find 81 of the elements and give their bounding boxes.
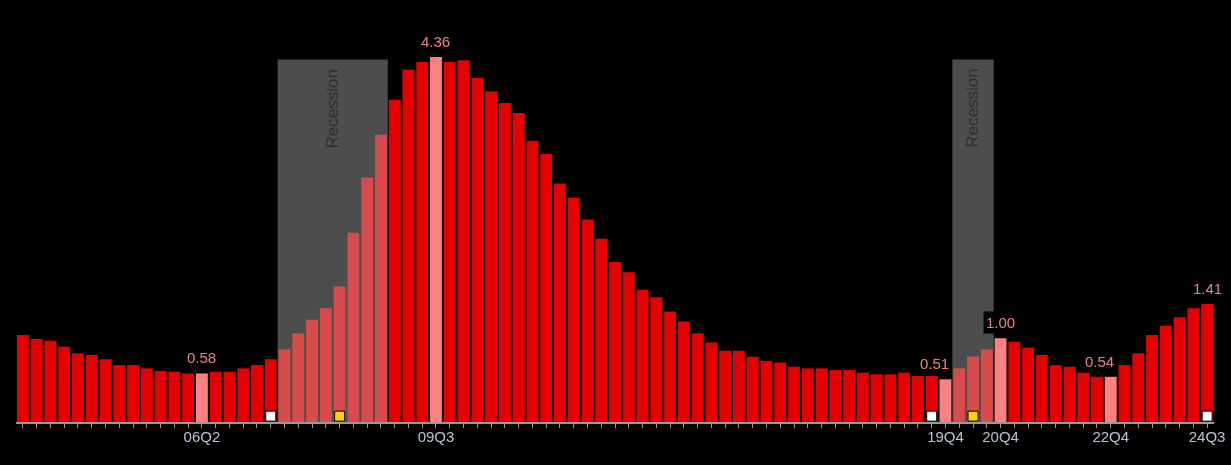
x-tick-label: 24Q3	[1188, 428, 1226, 445]
bar	[622, 272, 635, 422]
bar	[44, 340, 57, 422]
bar	[912, 375, 924, 422]
bar	[1132, 353, 1145, 422]
bar	[361, 177, 374, 422]
bar	[127, 365, 139, 422]
bar	[430, 57, 442, 422]
bar	[746, 356, 759, 422]
bar	[182, 373, 195, 422]
bar	[540, 154, 553, 422]
bar	[58, 346, 71, 422]
bar	[485, 91, 497, 422]
bar	[457, 60, 470, 422]
bar	[1091, 376, 1103, 422]
bar	[939, 379, 952, 422]
bar	[636, 289, 649, 422]
bar	[650, 297, 663, 422]
bar	[1077, 372, 1090, 422]
data-label: 0.51	[920, 355, 950, 372]
bar	[1035, 355, 1048, 422]
bar	[677, 321, 690, 422]
bar	[416, 62, 429, 422]
bar	[581, 219, 594, 422]
bar	[498, 103, 511, 422]
x-tick-label: 20Q4	[982, 428, 1019, 445]
bar	[980, 349, 993, 422]
bar	[1104, 376, 1117, 422]
bar	[953, 368, 966, 422]
x-tick-label: 19Q4	[927, 428, 964, 445]
bar	[85, 355, 98, 422]
data-label: 0.54	[1085, 353, 1115, 370]
data-label: 1.41	[1193, 280, 1223, 297]
bar	[251, 365, 263, 422]
x-tick-label: 22Q4	[1092, 428, 1130, 445]
bar	[595, 238, 608, 422]
bar	[554, 183, 566, 422]
bar	[567, 197, 580, 422]
bar	[843, 370, 856, 422]
bar	[16, 334, 29, 422]
bar	[402, 69, 415, 422]
bar	[664, 311, 676, 422]
bar	[1159, 325, 1172, 422]
bar	[319, 308, 332, 422]
bar	[898, 372, 911, 422]
data-label: 1.00	[986, 314, 1016, 331]
bar	[99, 359, 112, 422]
data-label: 4.36	[421, 33, 451, 50]
bar	[1008, 341, 1021, 422]
bar	[471, 77, 484, 422]
bar	[760, 360, 773, 422]
bar	[292, 333, 305, 422]
bar	[1022, 347, 1035, 422]
bar	[1146, 334, 1158, 422]
x-tick-label: 06Q2	[183, 428, 221, 445]
bar	[801, 368, 814, 422]
bar	[278, 349, 291, 422]
bar	[140, 368, 153, 422]
bar	[306, 319, 318, 422]
bar	[113, 365, 126, 422]
bar	[30, 339, 43, 422]
bar	[815, 368, 828, 422]
bar	[237, 368, 250, 422]
bar	[733, 350, 745, 422]
bar	[209, 371, 222, 422]
bar	[774, 362, 787, 422]
bar	[374, 134, 387, 422]
bar	[195, 373, 208, 422]
x-tick-label: 09Q3	[417, 428, 455, 445]
bar	[719, 350, 732, 422]
bar	[994, 338, 1007, 422]
bar	[443, 62, 456, 422]
bar	[223, 371, 236, 422]
bar	[72, 353, 84, 422]
bar	[829, 370, 842, 422]
bar	[856, 372, 869, 422]
bar	[788, 366, 800, 422]
bar	[388, 99, 401, 422]
bar	[1118, 365, 1131, 422]
bar	[609, 262, 621, 422]
data-label: 0.58	[187, 349, 217, 366]
